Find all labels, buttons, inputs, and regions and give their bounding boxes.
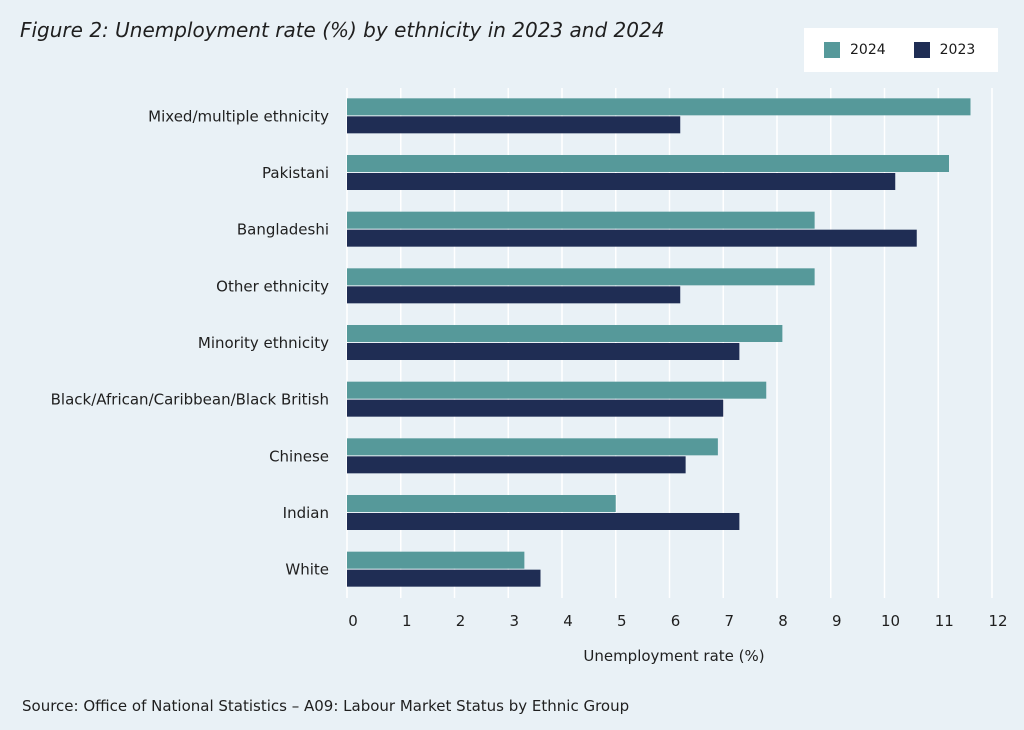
x-tick-label: 1 xyxy=(402,612,412,630)
chart-legend: 2024 2023 xyxy=(804,28,998,72)
bar-2023 xyxy=(347,399,724,417)
bar-2024 xyxy=(347,211,815,229)
bars xyxy=(347,98,971,587)
legend-label-2023: 2023 xyxy=(939,42,976,58)
x-tick-label: 11 xyxy=(935,612,954,630)
x-tick-label: 5 xyxy=(617,612,627,630)
category-label: White xyxy=(285,561,329,579)
category-label: Black/African/Caribbean/Black British xyxy=(51,391,329,409)
category-labels: Mixed/multiple ethnicity Pakistani Banglad… xyxy=(51,107,329,578)
category-label: Other ethnicity xyxy=(216,277,329,295)
bar-2024 xyxy=(347,381,767,399)
bar-2024 xyxy=(347,268,815,286)
bar-2024 xyxy=(347,551,525,569)
category-label: Indian xyxy=(283,504,329,522)
chart-title: Figure 2: Unemployment rate (%) by ethni… xyxy=(20,18,665,42)
bar-2024 xyxy=(347,98,971,116)
x-tick-label: 3 xyxy=(509,612,519,630)
category-label: Pakistani xyxy=(262,164,329,182)
bar-2024 xyxy=(347,325,783,342)
bar-chart: Mixed/multiple ethnicity Pakistani Banglad… xyxy=(51,88,1008,665)
bar-2023 xyxy=(347,229,917,247)
bar-2023 xyxy=(347,513,740,530)
x-tick-label: 12 xyxy=(988,612,1007,630)
x-tick-label: 10 xyxy=(881,612,900,630)
bar-2023 xyxy=(347,343,740,360)
x-tick-label: 9 xyxy=(832,612,842,630)
legend-item-2023: 2023 xyxy=(913,42,976,58)
legend-swatch-2023 xyxy=(913,42,930,58)
x-tick-label: 0 xyxy=(348,612,358,630)
legend-item-2024: 2024 xyxy=(824,42,886,58)
category-label: Bangladeshi xyxy=(237,221,329,239)
bar-2023 xyxy=(347,456,686,474)
bar-2023 xyxy=(347,116,681,134)
x-tick-labels: 0 1 2 3 4 5 6 7 8 9 10 11 12 xyxy=(348,612,1007,630)
x-tick-label: 7 xyxy=(724,612,734,630)
bar-2024 xyxy=(347,495,616,512)
source-note: Source: Office of National Statistics – … xyxy=(22,697,630,715)
x-axis-label: Unemployment rate (%) xyxy=(583,647,764,665)
bar-2023 xyxy=(347,286,681,304)
category-label: Chinese xyxy=(269,447,329,465)
category-label: Mixed/multiple ethnicity xyxy=(148,107,329,125)
bar-2024 xyxy=(347,155,949,172)
x-tick-label: 4 xyxy=(563,612,573,630)
category-label: Minority ethnicity xyxy=(198,334,329,352)
bar-2023 xyxy=(347,569,541,587)
legend-swatch-2024 xyxy=(824,42,840,58)
bar-2024 xyxy=(347,438,718,456)
x-tick-label: 8 xyxy=(778,612,788,630)
bar-2023 xyxy=(347,173,896,190)
legend-label-2024: 2024 xyxy=(850,42,886,58)
x-tick-label: 2 xyxy=(456,612,466,630)
x-tick-label: 6 xyxy=(671,612,681,630)
